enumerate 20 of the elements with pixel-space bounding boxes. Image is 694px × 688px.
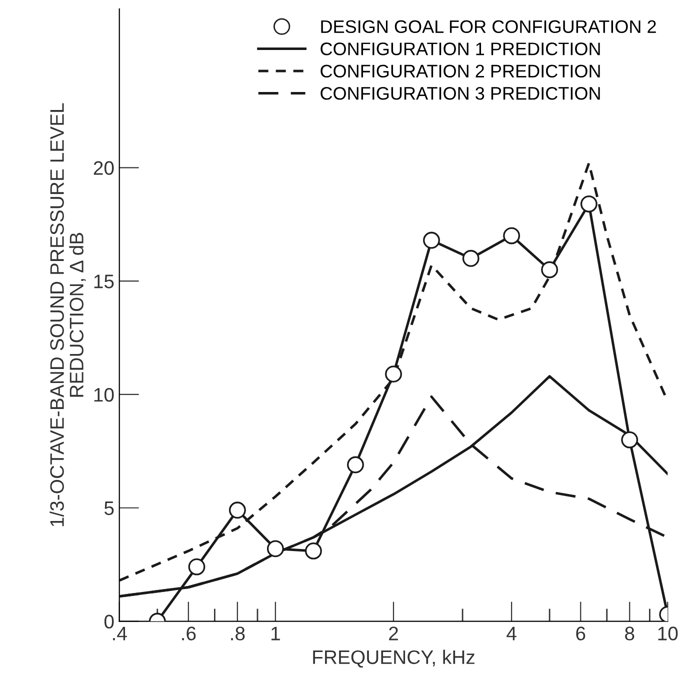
- x-tick-label: 4: [506, 626, 516, 640]
- x-axis-title: FREQUENCY, kHz: [313, 650, 474, 668]
- x-tick-label: 2: [389, 626, 398, 640]
- x-tick-label: 10: [658, 626, 678, 640]
- y-tick-label: 15: [94, 274, 114, 288]
- y-tick-label: 20: [94, 161, 114, 175]
- x-tick-label: 8: [625, 626, 634, 640]
- x-tick-label: 1: [272, 626, 280, 640]
- y-tick-label: 5: [104, 502, 114, 516]
- y-tick-label: 0: [104, 614, 114, 628]
- y-axis-title: 1/3-OCTAVE-BAND SOUND PRESSURE LEVEL REDUCTION, Δ dB: [50, 103, 86, 526]
- y-tick-label: 10: [94, 388, 114, 402]
- legend-label: CONFIGURATION 2 PREDICTION: [320, 64, 600, 78]
- legend-label: CONFIGURATION 1 PREDICTION: [320, 42, 600, 56]
- x-tick-label: .8: [231, 626, 245, 640]
- x-tick-label: 6: [576, 626, 586, 640]
- x-tick-label: .4: [113, 626, 127, 640]
- x-tick-label: .6: [182, 626, 196, 640]
- legend-label: DESIGN GOAL FOR CONFIGURATION 2: [321, 20, 656, 34]
- legend-label: CONFIGURATION 3 PREDICTION: [320, 87, 600, 100]
